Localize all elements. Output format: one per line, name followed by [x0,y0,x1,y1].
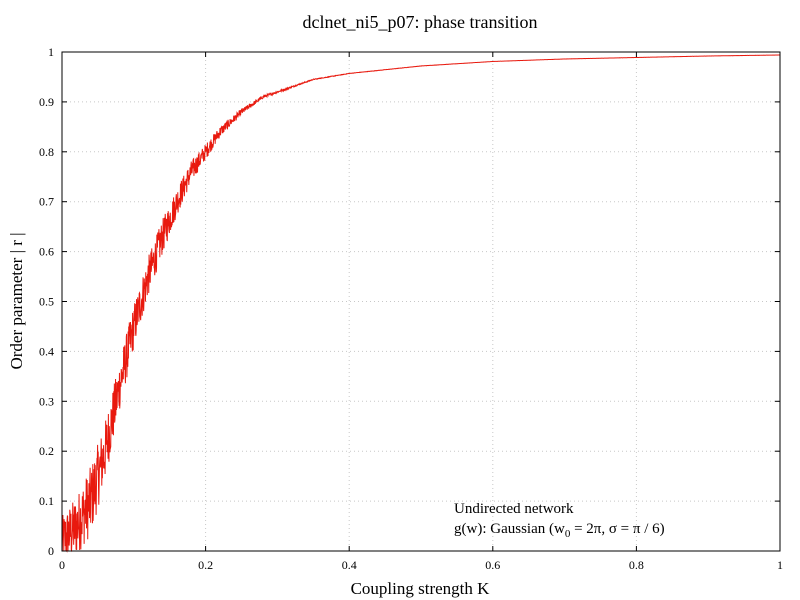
y-tick-label: 0 [48,544,54,558]
y-tick-label: 0.5 [39,295,54,309]
y-tick-label: 0.8 [39,145,54,159]
annotation-box: Undirected network g(w): Gaussian (w0 = … [454,501,665,540]
series-line-order-parameter [61,54,780,553]
annotation-line-2-subscript: 0 [565,528,571,540]
y-axis-label: Order parameter | r | [7,232,26,369]
y-tick-label: 0.4 [39,344,54,358]
x-tick-label: 0.2 [198,558,213,572]
annotation-line-2: g(w): Gaussian (w0 = 2π, σ = π / 6) [454,521,665,540]
y-tick-label: 0.1 [39,494,54,508]
x-axis-label: Coupling strength K [351,579,491,598]
y-tick-label: 0.7 [39,195,54,209]
y-tick-label: 0.6 [39,245,54,259]
x-tick-label: 0 [59,558,65,572]
annotation-line-2-suffix: = 2π, σ = π / 6) [570,521,664,537]
y-tick-label: 0.3 [39,394,54,408]
x-tick-label: 1 [777,558,783,572]
grid-layer [62,52,780,551]
y-tick-label: 0.9 [39,95,54,109]
y-tick-label: 1 [48,45,54,59]
plot-frame [61,51,781,552]
tick-layer: 0 0.2 0.4 0.6 0.8 1 0 0.1 0.2 0.3 0.4 0.5 0.6 0.7 0.8 0… [39,45,783,572]
y-tick-label: 0.2 [39,444,54,458]
data-layer [61,54,780,553]
x-tick-label: 0.8 [629,558,644,572]
x-tick-label: 0.4 [342,558,357,572]
annotation-line-1: Undirected network [454,501,574,517]
x-tick-label: 0.6 [485,558,500,572]
chart-title: dclnet_ni5_p07: phase transition [303,12,538,32]
annotation-line-2-prefix: g(w): Gaussian (w [454,521,565,537]
